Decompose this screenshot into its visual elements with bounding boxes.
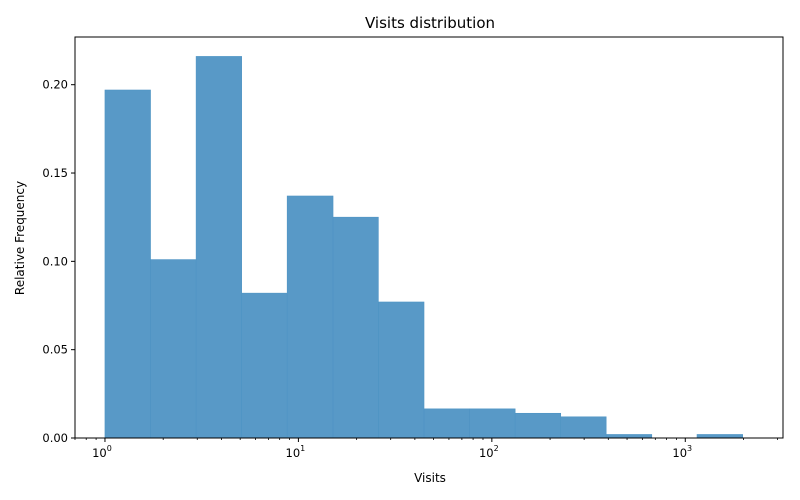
- y-axis-ticks: 0.00 0.05 0.10 0.15 0.20: [42, 78, 75, 445]
- y-axis-label: Relative Frequency: [13, 181, 27, 295]
- x-tick-label: 102: [479, 444, 499, 460]
- histogram-bar: [423, 408, 470, 439]
- histogram-bar: [286, 195, 334, 439]
- histogram-bar: [150, 259, 197, 439]
- y-tick-label: 0.20: [42, 78, 68, 92]
- histogram-bar: [332, 216, 379, 439]
- histogram-bar: [514, 412, 562, 439]
- x-tick-label: 100: [92, 444, 112, 460]
- x-tick-label: 101: [286, 444, 306, 460]
- histogram-bar: [104, 89, 151, 439]
- histogram-bar: [696, 434, 743, 439]
- bars-group: [104, 56, 743, 439]
- x-tick-label: 103: [672, 444, 692, 460]
- y-tick-label: 0.10: [42, 254, 68, 268]
- y-tick-label: 0.05: [42, 343, 68, 357]
- x-axis-ticks: 100 101 102 103: [74, 438, 778, 460]
- y-tick-label: 0.15: [42, 166, 68, 180]
- histogram-bar: [469, 408, 516, 439]
- x-axis-label: Visits: [414, 471, 446, 485]
- histogram-bar: [241, 292, 288, 439]
- histogram-bar: [605, 434, 653, 439]
- histogram-bar: [195, 56, 242, 439]
- y-tick-label: 0.00: [42, 431, 68, 445]
- chart-title: Visits distribution: [365, 14, 495, 32]
- histogram-bar: [560, 416, 607, 439]
- histogram-bar: [378, 301, 425, 439]
- plot-area-frame: [74, 36, 784, 439]
